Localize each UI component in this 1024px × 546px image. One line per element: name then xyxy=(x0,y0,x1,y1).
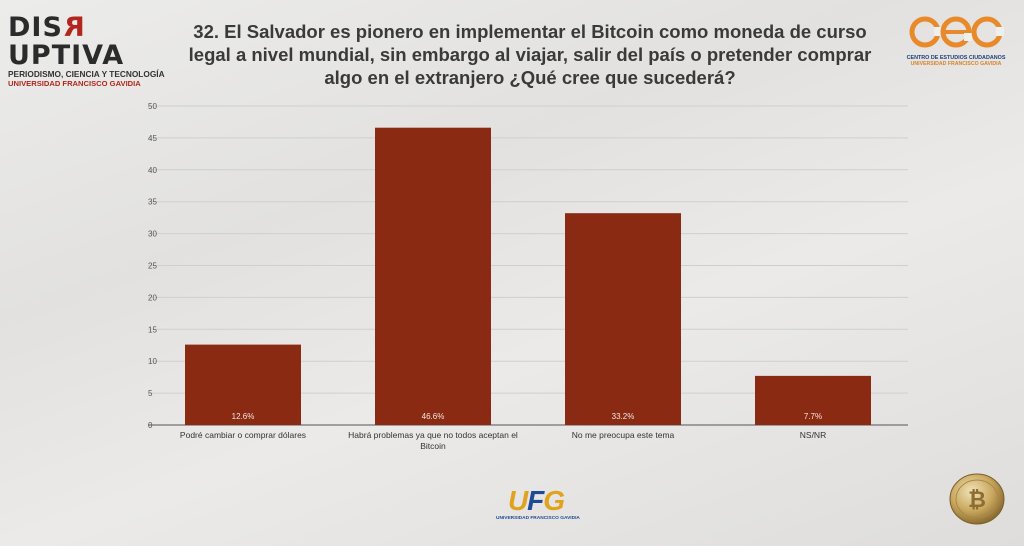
bar xyxy=(185,344,301,425)
ufg-wordmark: UFG xyxy=(507,485,565,516)
x-tick-label: Habrá problemas ya que no todos aceptan … xyxy=(348,430,518,451)
ufg-university: UNIVERSIDAD FRANCISCO GAVIDIA xyxy=(496,516,580,521)
bar xyxy=(755,375,871,425)
x-tick-label: NS/NR xyxy=(799,430,827,440)
y-tick-label: 20 xyxy=(148,293,157,302)
y-tick-label: 35 xyxy=(148,198,157,207)
data-label: 7.7% xyxy=(804,412,822,421)
y-tick-label: 50 xyxy=(148,102,157,111)
x-tick-label: No me preocupa este tema xyxy=(571,430,675,440)
y-tick-label: 40 xyxy=(148,166,157,175)
cec-logo: CENTRO DE ESTUDIOS CIUDADANOS UNIVERSIDA… xyxy=(906,14,1006,67)
y-tick-label: 30 xyxy=(148,230,157,239)
disruptiva-wordmark: DISRUPTIVA xyxy=(8,12,125,71)
y-tick-label: 45 xyxy=(148,134,157,143)
y-tick-label: 15 xyxy=(148,325,157,334)
y-tick-label: 25 xyxy=(148,262,157,271)
bitcoin-coin-icon: ₿ xyxy=(949,473,1005,525)
data-label: 12.6% xyxy=(232,412,255,421)
y-tick-label: 5 xyxy=(148,389,153,398)
x-tick-label: Podré cambiar o comprar dólares xyxy=(179,430,307,440)
data-label: 46.6% xyxy=(422,412,445,421)
y-tick-label: 10 xyxy=(148,357,157,366)
cec-university: UNIVERSIDAD FRANCISCO GAVIDIA xyxy=(910,61,1002,67)
disruptiva-logo: DISRUPTIVA PERIODISMO, CIENCIA Y TECNOLO… xyxy=(8,12,165,88)
bar xyxy=(375,127,491,425)
cec-name: CENTRO DE ESTUDIOS CIUDADANOS xyxy=(906,55,1006,61)
data-label: 33.2% xyxy=(612,412,635,421)
disruptiva-university: UNIVERSIDAD FRANCISCO GAVIDIA xyxy=(8,79,141,88)
page-title: 32. El Salvador es pionero en implementa… xyxy=(188,21,872,88)
cec-logo-icon xyxy=(909,16,1004,48)
bar xyxy=(565,213,681,425)
disruptiva-tagline: PERIODISMO, CIENCIA Y TECNOLOGÍA xyxy=(8,69,165,79)
svg-text:₿: ₿ xyxy=(968,488,986,513)
ufg-logo: UFG UNIVERSIDAD FRANCISCO GAVIDIA xyxy=(496,485,580,522)
